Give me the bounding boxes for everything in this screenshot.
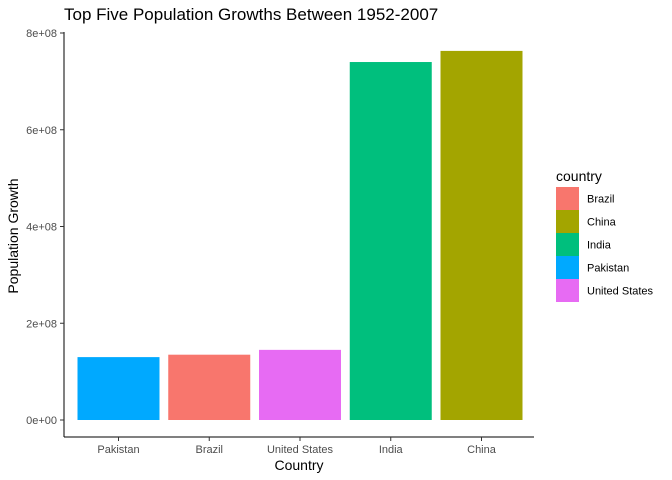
x-axis-title: Country (274, 457, 323, 473)
x-ticks-group: Pakistan Brazil United States India China (97, 437, 497, 456)
chart-title: Top Five Population Growths Between 1952… (64, 5, 438, 24)
y-axis-title: Population Growth (5, 178, 21, 293)
legend-items: Brazil China India Pakistan United States (556, 187, 654, 302)
y-tick-label: 0e+00 (26, 415, 57, 427)
y-tick-label: 8e+08 (26, 28, 57, 40)
legend-label: China (587, 217, 617, 229)
legend-label: Pakistan (587, 263, 629, 275)
x-tick-label: Pakistan (97, 444, 139, 456)
x-tick-label: Brazil (195, 444, 223, 456)
bars-group (77, 50, 523, 421)
legend-swatch (556, 279, 579, 302)
bar-pakistan (77, 357, 160, 420)
legend-swatch (556, 210, 579, 233)
legend-label: United States (587, 286, 654, 298)
legend-swatch (556, 233, 579, 256)
legend-swatch (556, 187, 579, 210)
y-ticks-group: 0e+00 2e+08 4e+08 6e+08 8e+08 (26, 28, 64, 427)
legend-label: Brazil (587, 194, 615, 206)
bar-brazil (168, 354, 251, 420)
legend-title: country (556, 168, 602, 184)
x-tick-label: China (467, 444, 497, 456)
x-tick-label: India (379, 444, 404, 456)
legend-swatch (556, 256, 579, 279)
x-tick-label: United States (267, 444, 334, 456)
bar-united-states (259, 349, 341, 420)
y-tick-label: 6e+08 (26, 125, 57, 137)
legend: country Brazil China India Pakistan United S… (556, 168, 654, 302)
bar-india (349, 62, 432, 421)
y-tick-label: 2e+08 (26, 318, 57, 330)
y-tick-label: 4e+08 (26, 222, 57, 234)
bar-china (440, 50, 523, 421)
legend-label: India (587, 240, 612, 252)
